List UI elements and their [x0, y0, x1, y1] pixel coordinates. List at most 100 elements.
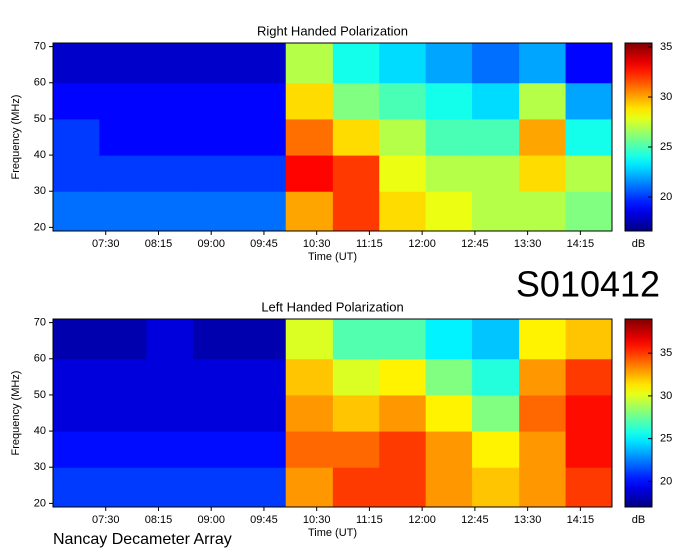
- heat-cell: [519, 319, 567, 360]
- y-axis-label: Frequency (MHz): [10, 371, 22, 456]
- x-tick-label: 08:15: [145, 238, 173, 250]
- plot-frame: [52, 318, 613, 508]
- heat-cell: [519, 191, 567, 232]
- colorbar-tick-label: 20: [660, 475, 672, 487]
- heat-cell: [192, 82, 240, 120]
- heat-cell: [425, 155, 473, 192]
- heat-cell: [332, 358, 380, 396]
- heat-cell: [285, 467, 334, 508]
- heat-cell: [472, 394, 520, 432]
- heat-cell: [192, 358, 240, 396]
- x-tick-label: 14:15: [567, 238, 595, 250]
- heat-cell: [99, 155, 148, 192]
- y-tick-label: 20: [34, 221, 46, 233]
- heat-cell: [239, 431, 287, 468]
- heat-cell: [239, 82, 287, 120]
- heat-cell: [146, 82, 194, 120]
- panel-title: Right Handed Polarization: [257, 23, 408, 38]
- heat-cell: [99, 82, 148, 120]
- heat-cell: [379, 118, 427, 156]
- colorbar-tick-label: 30: [660, 390, 672, 402]
- heat-cell: [99, 467, 148, 508]
- x-tick-label: 11:15: [356, 514, 383, 526]
- heat-cell: [332, 82, 380, 120]
- colorbar-label: dB: [632, 238, 645, 250]
- heat-cell: [379, 191, 427, 232]
- heat-cell: [565, 82, 613, 120]
- heat-cell: [472, 358, 520, 396]
- heat-cell: [519, 431, 567, 468]
- heat-cell: [565, 358, 613, 396]
- heat-cell: [146, 394, 194, 432]
- heat-cell: [472, 467, 520, 508]
- heat-cell: [285, 191, 334, 232]
- heat-cell: [472, 118, 520, 156]
- heat-cell: [379, 82, 427, 120]
- colorbar-tick-label: 35: [660, 347, 672, 359]
- heat-cell: [379, 467, 427, 508]
- heat-cell: [146, 431, 194, 468]
- heat-cell: [285, 394, 334, 432]
- heat-cell: [146, 358, 194, 396]
- heat-cell: [565, 467, 613, 508]
- y-tick-label: 20: [34, 497, 46, 509]
- panel-title: Left Handed Polarization: [261, 299, 403, 314]
- heat-cell: [285, 319, 334, 360]
- colorbar-tick-label: 25: [660, 141, 672, 153]
- heat-cell: [565, 319, 613, 360]
- id-label: S010412: [516, 264, 660, 305]
- heat-cell: [565, 155, 613, 192]
- heat-cell: [332, 43, 380, 84]
- heat-cell: [146, 43, 194, 84]
- x-tick-label: 12:00: [408, 514, 436, 526]
- heat-cell: [332, 319, 380, 360]
- plot-frame: [52, 42, 613, 232]
- heat-cell: [192, 467, 240, 508]
- x-tick-label: 13:30: [514, 514, 542, 526]
- x-tick-label: 07:30: [92, 514, 120, 526]
- y-axis-label: Frequency (MHz): [10, 95, 22, 180]
- heat-cell: [53, 82, 100, 120]
- heat-cell: [519, 118, 567, 156]
- heat-cell: [425, 191, 473, 232]
- heat-cell: [565, 191, 613, 232]
- heat-cell: [99, 431, 148, 468]
- heat-cell: [53, 394, 100, 432]
- heat-cell: [239, 155, 287, 192]
- heat-cell: [379, 155, 427, 192]
- heat-cell: [285, 43, 334, 84]
- heat-cell: [519, 394, 567, 432]
- colorbar-label: dB: [632, 514, 645, 526]
- heat-cell: [239, 319, 287, 360]
- x-tick-label: 09:00: [197, 514, 225, 526]
- heat-cell: [519, 43, 567, 84]
- heat-cell: [99, 43, 148, 84]
- heat-cell: [379, 394, 427, 432]
- heat-cell: [192, 155, 240, 192]
- heat-cell: [53, 431, 100, 468]
- heat-cell: [285, 118, 334, 156]
- heat-cell: [519, 358, 567, 396]
- y-tick-label: 30: [34, 461, 46, 473]
- heat-cell: [565, 394, 613, 432]
- heat-cell: [192, 191, 240, 232]
- heat-cell: [192, 394, 240, 432]
- heat-cell: [192, 431, 240, 468]
- x-tick-label: 07:30: [92, 238, 120, 250]
- heat-cell: [53, 155, 100, 192]
- x-tick-label: 12:45: [461, 514, 489, 526]
- heat-cell: [239, 43, 287, 84]
- heat-cell: [53, 319, 100, 360]
- heat-cell: [146, 155, 194, 192]
- heat-cell: [285, 155, 334, 192]
- heat-cell: [285, 82, 334, 120]
- heat-cell: [99, 358, 148, 396]
- heat-cell: [425, 394, 473, 432]
- heat-cell: [192, 43, 240, 84]
- heat-cell: [239, 358, 287, 396]
- heat-cell: [379, 43, 427, 84]
- y-tick-label: 40: [34, 425, 46, 437]
- y-tick-label: 70: [34, 317, 46, 329]
- heat-cell: [565, 431, 613, 468]
